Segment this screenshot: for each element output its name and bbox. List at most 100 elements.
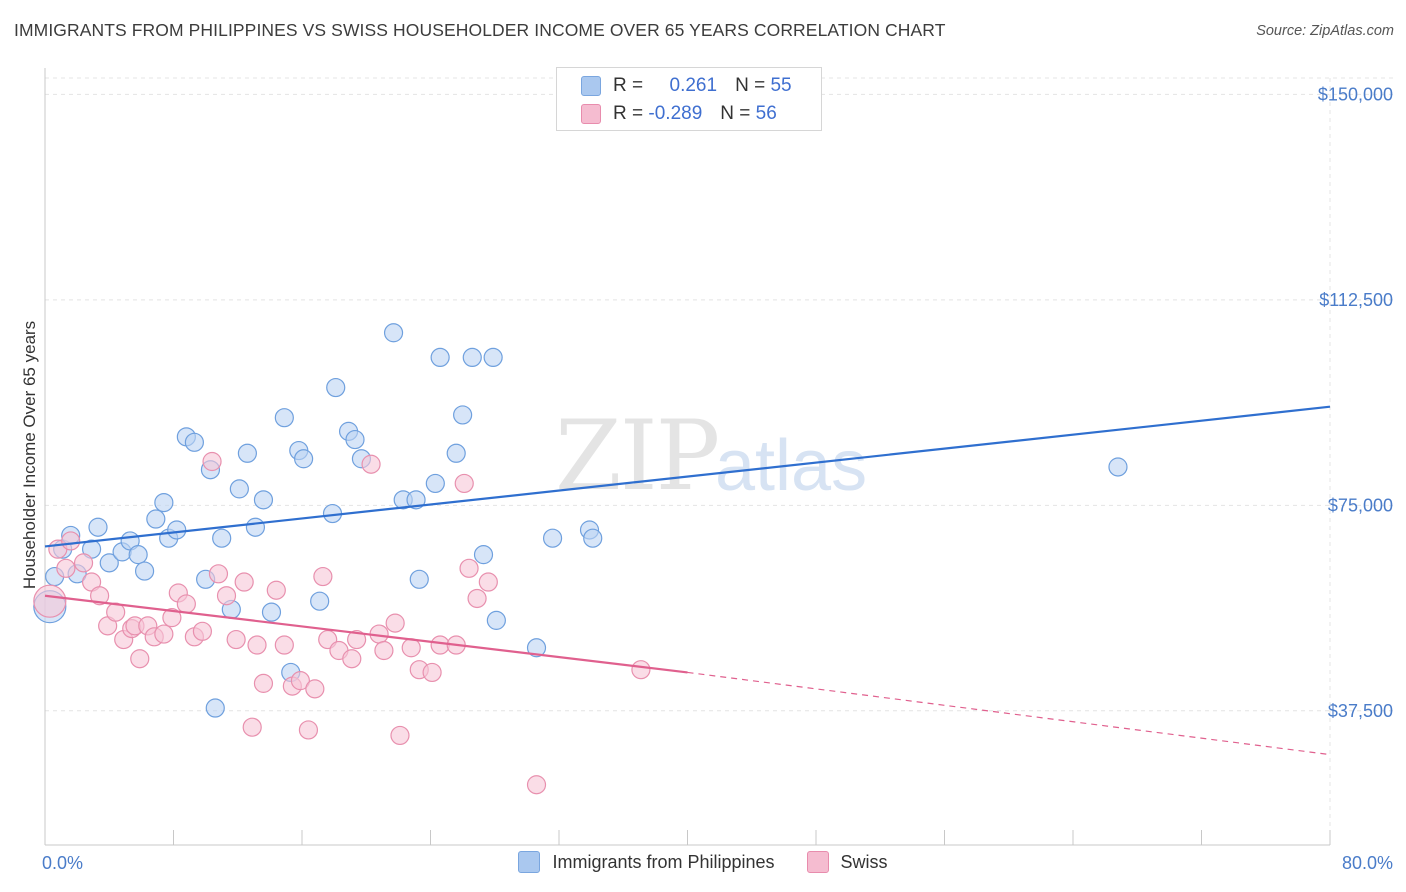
series-label-philippines: Immigrants from Philippines bbox=[552, 851, 775, 872]
point-philippines bbox=[237, 443, 257, 463]
y-tick-label: $112,500 bbox=[1319, 290, 1393, 310]
point-swiss bbox=[192, 621, 213, 641]
point-philippines bbox=[134, 561, 155, 581]
point-philippines bbox=[483, 347, 503, 368]
point-philippines bbox=[274, 408, 294, 428]
legend-n-label: N = bbox=[735, 75, 766, 96]
point-swiss bbox=[422, 662, 442, 683]
point-philippines bbox=[154, 492, 174, 513]
point-philippines bbox=[229, 479, 249, 499]
point-swiss bbox=[459, 558, 479, 578]
point-philippines bbox=[245, 517, 266, 537]
point-philippines bbox=[261, 602, 282, 622]
legend-n-value: 55 bbox=[770, 75, 792, 96]
point-philippines bbox=[409, 569, 429, 589]
point-philippines bbox=[542, 528, 563, 548]
point-swiss bbox=[208, 564, 229, 584]
point-swiss bbox=[56, 558, 76, 578]
point-philippines bbox=[310, 591, 330, 611]
series-legend: Immigrants from Philippines Swiss bbox=[0, 851, 1406, 873]
point-philippines bbox=[146, 509, 166, 529]
chart-title: IMMIGRANTS FROM PHILIPPINES VS SWISS HOU… bbox=[14, 20, 946, 40]
point-philippines bbox=[326, 377, 346, 398]
point-swiss bbox=[390, 725, 410, 746]
point-philippines bbox=[425, 473, 445, 494]
point-swiss bbox=[253, 673, 274, 693]
point-swiss bbox=[454, 473, 474, 494]
trendline-philippines bbox=[44, 405, 1331, 548]
point-swiss bbox=[526, 775, 547, 795]
legend-r-value: 0.261 bbox=[669, 75, 718, 96]
point-swiss bbox=[90, 586, 110, 606]
point-swiss bbox=[430, 635, 450, 655]
legend-r-label: R = bbox=[613, 103, 644, 124]
point-swiss bbox=[631, 660, 651, 680]
point-swiss bbox=[305, 679, 325, 699]
series-legend-item-philippines[interactable]: Immigrants from Philippines bbox=[518, 851, 775, 873]
point-swiss bbox=[374, 640, 394, 661]
y-axis-title: Householder Income Over 65 years bbox=[20, 321, 39, 589]
source-note: Source: ZipAtlas.com bbox=[1256, 23, 1394, 39]
point-philippines bbox=[128, 545, 148, 565]
point-philippines bbox=[406, 490, 426, 510]
legend-row-philippines: R = 0.261 N = 55 bbox=[581, 73, 792, 99]
point-swiss bbox=[130, 649, 150, 669]
series-legend-item-swiss[interactable]: Swiss bbox=[806, 851, 888, 873]
point-swiss bbox=[313, 566, 333, 587]
x-tick-label-min: 0.0% bbox=[42, 853, 83, 873]
point-philippines bbox=[473, 545, 494, 565]
series-label-swiss: Swiss bbox=[840, 851, 888, 872]
point-swiss bbox=[274, 635, 294, 655]
point-swiss bbox=[33, 584, 67, 618]
point-philippines bbox=[253, 490, 274, 510]
point-philippines bbox=[486, 610, 506, 630]
legend-n-value: 56 bbox=[755, 103, 777, 124]
point-philippines bbox=[345, 429, 365, 450]
stats-legend: R = 0.261 N = 55 R = -0.289 N = 56 bbox=[556, 67, 822, 131]
y-tick-label: $75,000 bbox=[1328, 495, 1393, 515]
point-swiss bbox=[202, 451, 222, 472]
point-swiss bbox=[385, 613, 405, 633]
point-philippines bbox=[184, 432, 204, 452]
point-swiss bbox=[234, 572, 254, 592]
point-philippines bbox=[1108, 457, 1128, 477]
point-swiss bbox=[342, 649, 362, 669]
legend-r-value: -0.289 bbox=[648, 103, 703, 124]
point-swiss bbox=[478, 572, 498, 592]
point-swiss bbox=[242, 717, 262, 737]
y-tick-label: $150,000 bbox=[1318, 84, 1393, 104]
point-philippines bbox=[526, 638, 547, 658]
point-philippines bbox=[383, 323, 404, 343]
legend-swatch-swiss bbox=[581, 104, 601, 124]
point-philippines bbox=[88, 517, 108, 537]
point-swiss bbox=[298, 720, 319, 740]
point-swiss bbox=[467, 588, 487, 609]
point-philippines bbox=[167, 520, 187, 540]
legend-swatch-philippines bbox=[581, 76, 601, 96]
trendline-swiss-extension bbox=[687, 671, 1331, 756]
point-philippines bbox=[294, 449, 314, 469]
point-swiss bbox=[247, 635, 267, 655]
y-tick-label: $37,500 bbox=[1328, 701, 1393, 721]
point-swiss bbox=[361, 454, 381, 474]
point-swiss bbox=[290, 671, 310, 691]
point-philippines bbox=[446, 443, 466, 463]
point-swiss bbox=[162, 608, 182, 628]
point-swiss bbox=[73, 553, 94, 573]
point-philippines bbox=[583, 528, 603, 548]
point-philippines bbox=[462, 347, 482, 368]
trendline-swiss bbox=[44, 594, 688, 674]
series-swatch-philippines bbox=[518, 851, 541, 873]
point-swiss bbox=[347, 629, 367, 650]
point-philippines bbox=[453, 405, 473, 425]
x-tick-label-max: 80.0% bbox=[1342, 853, 1393, 873]
legend-row-swiss: R = -0.289 N = 56 bbox=[581, 101, 777, 127]
point-swiss bbox=[61, 531, 81, 551]
point-swiss bbox=[154, 624, 174, 644]
point-philippines bbox=[99, 553, 119, 573]
point-swiss bbox=[401, 638, 421, 658]
point-swiss bbox=[216, 586, 237, 606]
legend-r-label: R = bbox=[613, 75, 644, 96]
point-swiss bbox=[226, 629, 246, 650]
